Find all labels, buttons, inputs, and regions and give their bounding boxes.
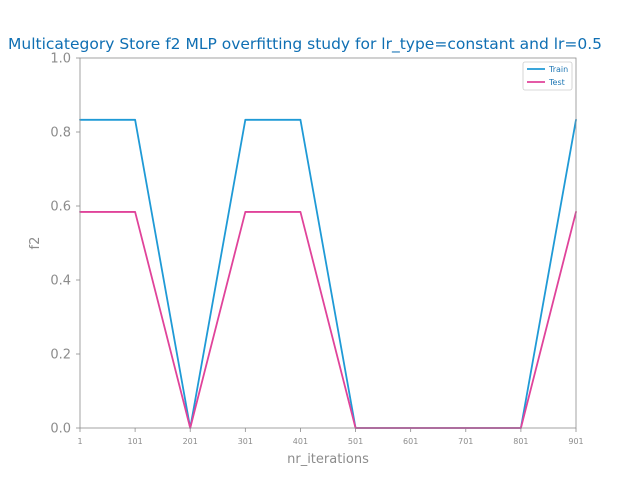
legend-label-test: Test	[548, 78, 565, 87]
x-tick-label: 901	[568, 437, 583, 446]
x-tick-label: 101	[127, 437, 142, 446]
x-tick-label: 1	[77, 437, 82, 446]
series-line-train	[79, 118, 577, 429]
legend: Train Test	[522, 61, 573, 91]
y-tick-label: 0.4	[50, 274, 71, 289]
x-axis-label: nr_iterations	[287, 452, 369, 467]
y-tick-label: 0.0	[50, 422, 71, 437]
x-tick-label: 601	[403, 437, 418, 446]
series-line-test	[79, 211, 577, 429]
x-axis-ticks: 1 101 201 301 401 501 601 701 801 901	[77, 428, 584, 446]
x-tick-label: 401	[293, 437, 308, 446]
y-axis-label: f2	[28, 237, 43, 250]
y-tick-label: 0.8	[50, 126, 71, 141]
y-tick-label: 0.2	[50, 348, 71, 363]
series-layer	[79, 118, 577, 429]
y-axis-ticks: 0.0 0.2 0.4 0.6 0.8 1.0	[50, 52, 80, 437]
legend-label-train: Train	[548, 65, 568, 74]
x-tick-label: 501	[348, 437, 363, 446]
x-tick-label: 801	[513, 437, 528, 446]
x-tick-label: 301	[238, 437, 253, 446]
y-tick-label: 1.0	[50, 52, 71, 67]
x-tick-label: 201	[183, 437, 198, 446]
plot-frame	[79, 57, 577, 429]
y-tick-label: 0.6	[50, 200, 71, 215]
legend-items: Train Test	[527, 65, 568, 87]
chart-title: Multicategory Store f2 MLP overfitting s…	[8, 35, 602, 54]
x-tick-label: 701	[458, 437, 473, 446]
